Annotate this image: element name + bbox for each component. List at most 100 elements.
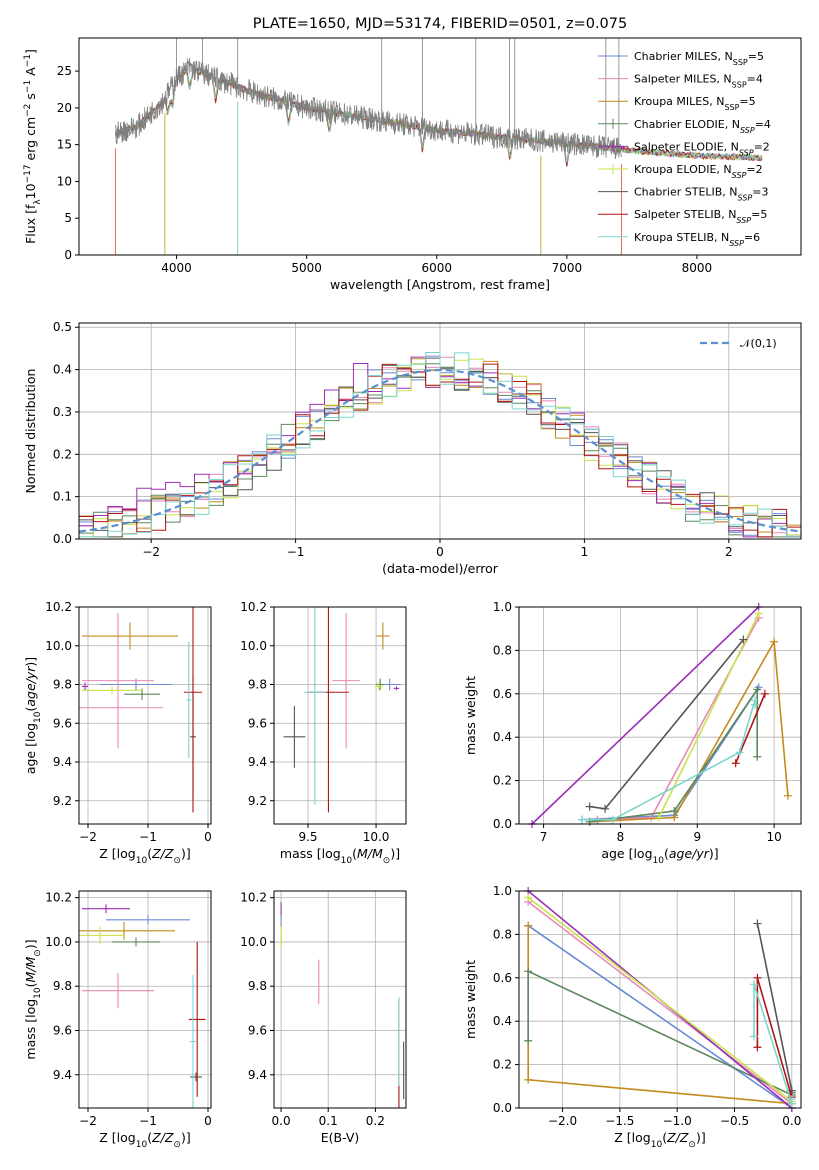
weight-marker	[585, 802, 594, 811]
weight-marker	[770, 637, 779, 646]
legend-subscript: SSP	[736, 216, 751, 225]
y-tick-label: 9.6	[53, 716, 72, 730]
weight-marker	[601, 804, 610, 813]
weight-marker	[524, 967, 533, 976]
y-tick-label: 9.4	[248, 1068, 267, 1082]
weight-line-8	[582, 700, 756, 821]
weight-marker	[739, 635, 748, 644]
x-tick-label: 0.0	[782, 1114, 801, 1128]
normal-curve	[78, 368, 802, 533]
y-tick-label: 0.8	[493, 927, 512, 941]
legend-text: Chabrier MILES, N	[634, 50, 733, 63]
legend-subscript: SSP	[732, 171, 747, 180]
y-tick-label: 9.6	[248, 716, 267, 730]
legend-text: =2	[746, 163, 762, 176]
weight-marker	[753, 1043, 762, 1052]
label-part: age [log	[601, 846, 652, 861]
label-part: (	[23, 982, 38, 987]
legend-text: =3	[752, 186, 768, 199]
x-tick-label: 4000	[161, 261, 192, 275]
panel-age-vs-mass: 9.5 10.0 9.2 9.4 9.6 9.8 10.0 10.2 mass [log10(M…	[240, 600, 407, 866]
x-axis-label: Z [log10(Z/Z⊙)]	[99, 846, 190, 866]
weight-marker	[731, 759, 740, 768]
points-group	[79, 904, 206, 1108]
y-tick-label: 0.4	[53, 363, 72, 377]
y-tick-label: 0.0	[493, 817, 512, 831]
legend-subscript: SSP	[738, 193, 753, 202]
x-tick-label: 7	[540, 830, 548, 844]
weight-marker	[524, 1036, 533, 1045]
axes-frame	[78, 890, 212, 1109]
label-part: 10	[23, 183, 38, 199]
y-tick-label: 10	[57, 174, 72, 188]
label-part: Z/Z	[151, 1130, 174, 1145]
x-axis-label: mass [log10(M/M⊙)]	[280, 846, 400, 866]
weight-marker	[787, 1095, 796, 1104]
y-tick-label: 9.6	[248, 1024, 267, 1038]
panel-mass-vs-Z: −2 −1 09.49.69.810.010.2Z [log10(Z/Z⊙)]mas…	[23, 890, 212, 1150]
x-tick-label: −0.5	[720, 1114, 749, 1128]
axes-frame	[78, 322, 802, 540]
legend-text: =4	[755, 118, 771, 131]
x-tick-label: 10.0	[363, 830, 390, 844]
y-tick-label: 0.2	[493, 1058, 512, 1072]
y-tick-label: 0.2	[493, 774, 512, 788]
legend-normal-label: 𝒩(0,1)	[740, 337, 777, 350]
label-part: )]	[696, 1130, 706, 1145]
legend-subscript: SSP	[729, 238, 744, 247]
weight-line-2	[589, 639, 789, 823]
weight-line-5	[658, 613, 760, 818]
y-tick-label: 10.0	[45, 639, 72, 653]
label-part: 10	[33, 711, 43, 723]
weight-marker	[670, 806, 679, 815]
x-axis-label: E(B-V)	[321, 1130, 360, 1145]
y-axis-label: age [log10(age/yr)]	[23, 657, 43, 774]
legend-label: Kroupa STELIB, NSSP=6	[634, 231, 760, 248]
legend-text: Chabrier ELODIE, N	[634, 118, 740, 131]
x-tick-label: −1	[287, 545, 305, 559]
y-tick-label: 0.4	[493, 730, 512, 744]
y-axis-label: Flux [fλ10−17 erg cm−2 s−1 A−1]	[23, 49, 43, 244]
label-part: −1	[23, 54, 33, 67]
axes-frame	[518, 606, 802, 825]
y-axis-label: mass weight	[463, 960, 478, 1039]
x-tick-label: 0.0	[272, 1114, 291, 1128]
label-part: age/yr	[669, 846, 710, 861]
figure-title: PLATE=1650, MJD=53174, FIBERID=0501, z=0…	[253, 16, 627, 32]
panel-residuals: −2 −1 0 1 2 0.0 0.1 0.2 0.3 0.4 0.5 𝒩(0,1) (data-mod…	[23, 320, 802, 576]
weight-marker	[753, 685, 762, 694]
label-part: 10	[651, 1140, 663, 1150]
weight-marker	[760, 689, 769, 698]
panel-mass-weight-vs-Z: −2.0 −1.5 −1.0 −0.5 0.0 0.0 0.2 0.4 0.6 0.8 1.0 Z […	[463, 884, 802, 1150]
label-part: )]	[181, 1130, 191, 1145]
label-part: ⊙	[688, 1140, 696, 1150]
x-tick-label: 8000	[682, 261, 713, 275]
label-part: 10	[653, 856, 665, 866]
label-part: age [log	[23, 723, 38, 774]
label-part: ⊙	[33, 949, 43, 957]
x-tick-label: 0.1	[319, 1114, 338, 1128]
x-axis-label: age [log10(age/yr)]	[601, 846, 718, 866]
label-part: (	[23, 707, 38, 712]
label-part: )]	[181, 846, 191, 861]
legend-label: Salpeter ELODIE, NSSP=2	[634, 140, 770, 157]
x-tick-label: −1	[139, 1114, 157, 1128]
x-tick-label: −1.0	[663, 1114, 692, 1128]
weight-line-4	[531, 606, 760, 825]
label-part: 10	[33, 987, 43, 999]
x-tick-label: 7000	[552, 261, 583, 275]
legend-text: =6	[744, 231, 760, 244]
legend-text: Kroupa STELIB, N	[634, 231, 729, 244]
weight-marker	[753, 973, 762, 982]
legend-subscript: SSP	[724, 103, 739, 112]
y-tick-label: 10.2	[240, 891, 267, 905]
legend-label: Chabrier STELIB, NSSP=3	[634, 186, 768, 203]
y-tick-label: 20	[57, 101, 72, 115]
weight-marker	[608, 815, 617, 824]
y-tick-label: 10.2	[240, 600, 267, 614]
label-part: )]	[390, 846, 400, 861]
points-group	[280, 902, 405, 1108]
label-part: −1	[23, 80, 33, 93]
weight-line-6	[589, 638, 745, 810]
